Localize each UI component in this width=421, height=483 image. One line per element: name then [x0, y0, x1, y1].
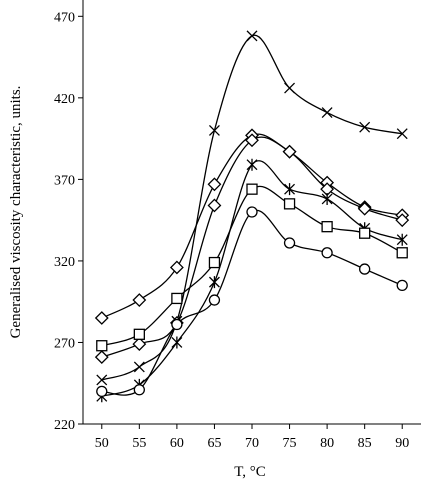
data-point-square: [321, 221, 333, 233]
ticks: 50 55 60 65 70 75 80 85 90 220 270 320 370 420 470: [54, 10, 409, 451]
x-tick-label: 80: [320, 436, 334, 451]
series-6: [96, 206, 408, 398]
x-tick-label: 50: [95, 436, 109, 451]
data-point-x: [133, 361, 145, 373]
data-point-square: [396, 247, 408, 259]
data-point-diamond: [207, 198, 222, 213]
data-point-square: [96, 340, 108, 352]
plot-area: [94, 30, 410, 403]
data-point-asterisk: [171, 336, 183, 349]
data-point-asterisk: [208, 276, 220, 289]
data-point-circle: [283, 237, 296, 249]
x-axis-title: T, °C: [234, 464, 266, 480]
x-tick-label: 65: [207, 436, 221, 451]
y-tick-label: 270: [54, 336, 75, 351]
data-point-circle: [96, 385, 108, 398]
data-point-asterisk: [321, 192, 333, 205]
data-point-circle: [133, 384, 145, 396]
series-line: [101, 34, 403, 381]
data-point-square: [283, 198, 296, 210]
data-point-asterisk: [396, 233, 408, 246]
data-point-diamond: [94, 311, 109, 325]
x-tick-label: 70: [245, 436, 259, 451]
data-point-diamond: [245, 133, 259, 148]
y-axis-title: Generalised viscosity characteristic, un…: [8, 86, 24, 339]
x-tick-label: 75: [283, 436, 297, 451]
data-point-diamond: [207, 177, 222, 192]
data-point-x: [396, 128, 408, 140]
x-tick-label: 60: [170, 436, 184, 451]
data-point-diamond: [357, 201, 372, 216]
series-line: [101, 136, 403, 358]
data-point-asterisk: [284, 183, 296, 196]
data-point-x: [321, 107, 333, 118]
data-point-circle: [171, 318, 183, 331]
data-point-x: [246, 30, 258, 42]
data-point-asterisk: [246, 158, 258, 171]
x-tick-label: 55: [132, 436, 146, 451]
data-point-x: [359, 121, 371, 133]
data-point-diamond: [395, 213, 410, 228]
data-point-diamond: [169, 260, 184, 275]
data-point-diamond: [282, 144, 297, 159]
data-point-circle: [396, 279, 408, 292]
data-point-square: [246, 183, 258, 195]
y-tick-label: 420: [54, 92, 75, 107]
series-5: [96, 183, 408, 352]
data-point-circle: [246, 206, 258, 218]
data-point-diamond: [132, 293, 147, 307]
data-point-circle: [208, 294, 221, 306]
data-point-diamond: [132, 337, 147, 352]
series-line: [101, 209, 403, 396]
y-tick-label: 320: [54, 255, 75, 270]
x-tick-label: 85: [358, 436, 372, 451]
data-point-square: [133, 328, 145, 340]
y-tick-label: 370: [54, 173, 75, 188]
data-point-x: [208, 125, 220, 136]
data-point-diamond: [94, 350, 109, 365]
data-point-square: [359, 227, 371, 239]
y-tick-label: 220: [54, 418, 75, 433]
data-point-circle: [321, 247, 333, 259]
data-point-x: [284, 82, 296, 94]
series-line: [101, 160, 403, 397]
series-4: [96, 158, 408, 403]
data-point-x: [96, 374, 108, 386]
data-point-circle: [359, 263, 371, 275]
data-point-square: [171, 292, 183, 305]
y-tick-label: 470: [54, 10, 75, 25]
x-tick-label: 90: [395, 436, 409, 451]
series-1: [96, 30, 408, 386]
data-point-square: [208, 256, 221, 269]
